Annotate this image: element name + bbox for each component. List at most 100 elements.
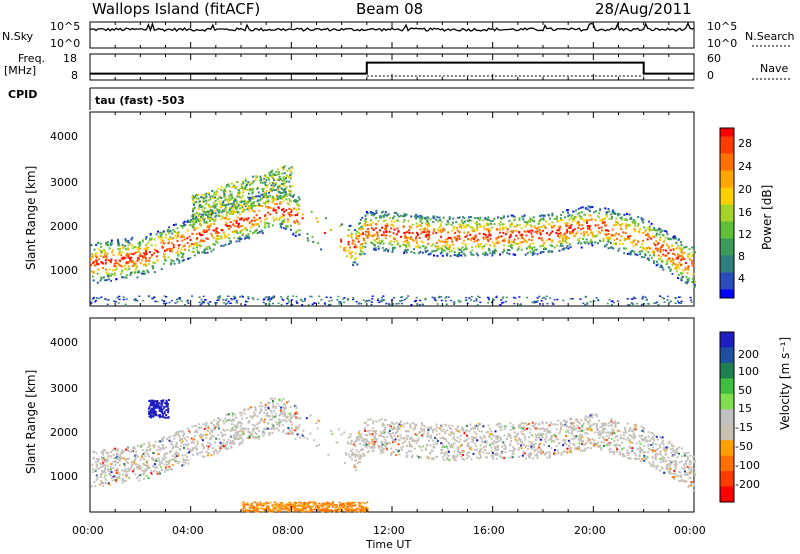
- power-cell: [395, 211, 398, 214]
- power-cell: [378, 237, 380, 240]
- power-cell: [250, 226, 253, 229]
- power-cell: [351, 242, 354, 245]
- power-cell: [478, 296, 481, 299]
- velocity-cell: [674, 467, 677, 470]
- power-cell: [164, 259, 167, 262]
- velocity-cell: [548, 430, 551, 433]
- power-cell: [357, 240, 360, 243]
- velocity-cell: [233, 442, 236, 445]
- velocity-cell: [378, 419, 381, 422]
- velocity-cell: [602, 427, 605, 430]
- power-cell: [338, 301, 341, 303]
- velocity-cell: [282, 411, 285, 414]
- power-cell: [421, 251, 424, 254]
- power-cell: [611, 216, 613, 219]
- power-cell: [243, 203, 246, 206]
- velocity-cell: [575, 448, 578, 451]
- power-cell: [569, 230, 572, 233]
- power-cell: [286, 220, 289, 223]
- power-cell: [666, 261, 668, 264]
- power-cell: [386, 214, 389, 217]
- power-cell: [228, 224, 231, 227]
- power-cell: [199, 222, 202, 225]
- velocity-cell: [685, 480, 688, 483]
- power-cell: [559, 217, 562, 220]
- power-cell: [465, 296, 468, 299]
- power-cell: [339, 302, 342, 305]
- power-cell: [180, 235, 183, 238]
- power-cell: [642, 239, 645, 242]
- velocity-cell: [480, 447, 483, 450]
- power-cell: [347, 249, 350, 252]
- power-cell: [687, 280, 690, 283]
- velocity-cell: [355, 439, 358, 442]
- power-cell: [585, 219, 588, 222]
- power-cell: [265, 176, 268, 179]
- power-cell: [368, 299, 371, 302]
- power-cell: [639, 245, 642, 248]
- power-cell: [428, 236, 431, 239]
- velocity-cell: [290, 421, 292, 424]
- power-cell: [471, 249, 474, 252]
- power-cell: [280, 183, 283, 185]
- power-cell: [150, 255, 153, 258]
- power-cell: [548, 251, 551, 253]
- velocity-cell: [635, 423, 638, 426]
- power-cell: [350, 256, 353, 259]
- power-cell: [507, 215, 510, 218]
- power-cell: [568, 218, 571, 221]
- power-cell: [329, 296, 332, 299]
- power-cell: [666, 299, 669, 301]
- velocity-cell: [137, 455, 140, 458]
- power-cell: [171, 242, 174, 245]
- power-cell: [429, 218, 432, 221]
- power-cell: [263, 215, 266, 217]
- power-cell: [626, 298, 629, 300]
- power-cell: [124, 267, 127, 270]
- velocity-cell: [684, 462, 687, 465]
- power-cell: [636, 302, 639, 305]
- velocity-cell: [463, 450, 465, 453]
- velocity-cell: [205, 437, 208, 440]
- power-cell: [494, 248, 497, 251]
- velocity-cell: [382, 451, 385, 454]
- velocity-cell: [688, 463, 691, 466]
- velocity-cell: [169, 451, 171, 454]
- power-cell: [249, 183, 251, 186]
- power-cell: [286, 193, 289, 196]
- power-cell: [666, 295, 669, 298]
- velocity-cell: [95, 463, 98, 466]
- power-cell: [477, 243, 480, 246]
- power-cell: [612, 209, 615, 212]
- velocity-cell: [652, 443, 655, 446]
- velocity-cell: [416, 454, 419, 457]
- power-cell: [512, 229, 515, 232]
- power-cell: [268, 304, 271, 306]
- power-cell: [574, 216, 576, 219]
- power-cell: [239, 230, 242, 233]
- power-cell: [680, 263, 682, 266]
- power-cell: [193, 229, 196, 231]
- velocity-cell: [120, 451, 123, 454]
- velocity-cell: [167, 436, 170, 439]
- velocity-cell: [615, 450, 618, 453]
- velocity-cell: [480, 455, 483, 458]
- power-cell: [167, 238, 170, 241]
- power-cell: [604, 224, 607, 227]
- power-cell: [218, 200, 221, 203]
- velocity-cell: [378, 445, 381, 447]
- power-cell: [437, 248, 440, 251]
- power-cell: [363, 252, 366, 255]
- power-cell: [528, 230, 531, 233]
- velocity-cell: [640, 449, 643, 452]
- power-cell: [146, 242, 149, 245]
- power-cell: [487, 240, 490, 242]
- power-cell: [241, 206, 244, 209]
- velocity-cell: [504, 447, 507, 450]
- velocity-cell: [656, 438, 659, 441]
- power-cell: [499, 253, 501, 256]
- power-cell: [415, 299, 417, 302]
- power-cell: [499, 304, 502, 306]
- power-cell: [265, 186, 268, 189]
- power-cell: [458, 248, 461, 251]
